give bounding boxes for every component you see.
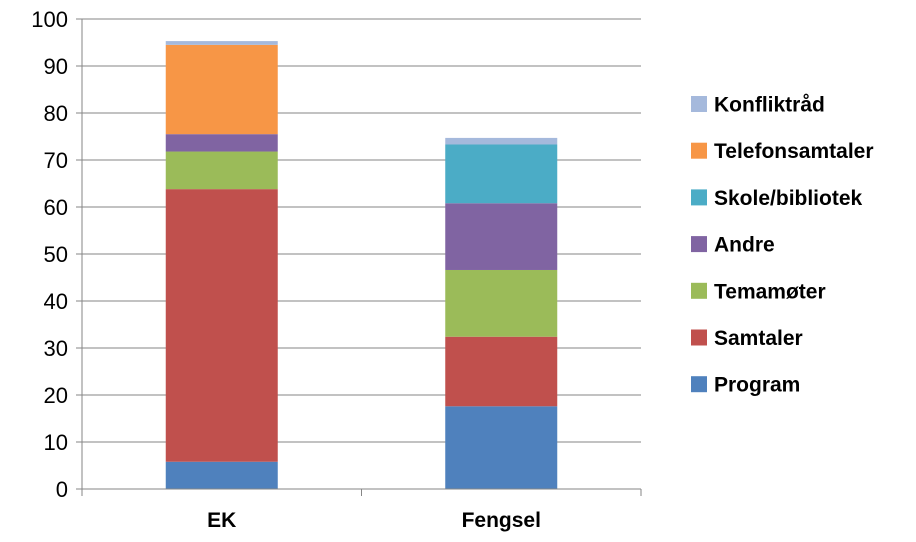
bar-ek-program bbox=[165, 461, 278, 489]
x-category-labels: EK Fengsel bbox=[207, 509, 541, 532]
legend-label: Konfliktråd bbox=[714, 94, 825, 117]
legend-label: Program bbox=[714, 374, 800, 397]
legend-item-program: Program bbox=[691, 374, 800, 397]
legend-item-konfliktr-d: Konfliktråd bbox=[691, 94, 825, 117]
legend-label: Samtaler bbox=[714, 327, 803, 350]
y-tick-label: 50 bbox=[44, 242, 68, 267]
y-tick-label: 40 bbox=[44, 289, 68, 314]
legend-item-temam-ter: Temamøter bbox=[691, 280, 826, 303]
bar-fengsel-andre bbox=[445, 203, 558, 270]
legend-swatch bbox=[691, 376, 707, 393]
y-tick-label: 60 bbox=[44, 195, 68, 220]
legend-swatch bbox=[691, 96, 707, 112]
y-tick-label: 90 bbox=[44, 54, 68, 79]
y-tick-label: 0 bbox=[56, 477, 68, 502]
x-category-label: EK bbox=[207, 509, 236, 532]
y-tick-label: 20 bbox=[44, 383, 68, 408]
bar-ek-temam-ter bbox=[165, 151, 278, 190]
bar-ek-samtaler bbox=[165, 189, 278, 462]
y-tick-label: 80 bbox=[44, 101, 68, 126]
legend-swatch bbox=[691, 236, 707, 253]
legend-label: Temamøter bbox=[714, 280, 826, 303]
bar-fengsel-skole-bibliotek bbox=[445, 144, 558, 204]
y-tick-labels: 0 10 20 30 40 50 60 70 80 90 100 bbox=[31, 7, 68, 502]
y-tick-label: 70 bbox=[44, 148, 68, 173]
legend-swatch bbox=[691, 329, 707, 346]
axes bbox=[76, 18, 642, 496]
bar-fengsel-samtaler bbox=[445, 336, 558, 407]
legend-swatch bbox=[691, 282, 707, 299]
legend-label: Telefonsamtaler bbox=[714, 140, 874, 163]
legend-item-telefonsamtaler: Telefonsamtaler bbox=[691, 140, 874, 163]
bar-ek-konfliktr-d bbox=[165, 41, 278, 45]
legend: Konfliktråd Telefonsamtaler Skole/bibliote… bbox=[691, 94, 874, 397]
legend-item-andre: Andre bbox=[691, 234, 775, 257]
bar-fengsel-temam-ter bbox=[445, 269, 558, 337]
y-tick-label: 100 bbox=[31, 7, 68, 32]
legend-swatch bbox=[691, 142, 707, 159]
y-tick-label: 10 bbox=[44, 430, 68, 455]
bar-fengsel-konfliktr-d bbox=[445, 137, 558, 145]
bar-ek-telefonsamtaler bbox=[165, 44, 278, 135]
legend-item-skole-bibliotek: Skole/bibliotek bbox=[691, 187, 863, 210]
legend-swatch bbox=[691, 189, 707, 206]
y-tick-label: 30 bbox=[44, 336, 68, 361]
legend-item-samtaler: Samtaler bbox=[691, 327, 803, 350]
legend-label: Skole/bibliotek bbox=[714, 187, 863, 210]
bar-ek-andre bbox=[165, 134, 278, 152]
legend-label: Andre bbox=[714, 234, 775, 257]
bar-fengsel-program bbox=[445, 406, 558, 489]
bars bbox=[165, 41, 558, 489]
x-category-label: Fengsel bbox=[462, 509, 541, 532]
